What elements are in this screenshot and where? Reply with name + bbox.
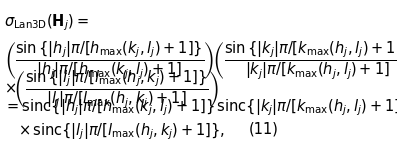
Text: $\times\!\left(\dfrac{\sin\{|l_j|\pi/[l_{\max}(h_j,k_j)+1]\}}{|l_j|\pi/[l_{\max}: $\times\!\left(\dfrac{\sin\{|l_j|\pi/[l_…	[4, 68, 219, 110]
Text: $\times\,\mathrm{sinc}\{|l_j|\pi/[l_{\max}(h_j,k_j)+1]\},$: $\times\,\mathrm{sinc}\{|l_j|\pi/[l_{\ma…	[18, 122, 225, 142]
Text: $= \mathrm{sinc}\{|h_j|\pi/[h_{\max}(k_j,l_j)+1]\}\,\mathrm{sinc}\{|k_j|\pi/[k_{: $= \mathrm{sinc}\{|h_j|\pi/[h_{\max}(k_j…	[4, 98, 397, 118]
Text: (11): (11)	[249, 122, 279, 137]
Text: $\left(\dfrac{\sin\{|h_j|\pi/[h_{\max}(k_j,l_j)+1]\}}{|h_j|\pi/[h_{\max}(k_j,l_j: $\left(\dfrac{\sin\{|h_j|\pi/[h_{\max}(k…	[4, 39, 397, 81]
Text: $\sigma_{\mathrm{Lan3D}}\left(\mathbf{H}_j\right) =$: $\sigma_{\mathrm{Lan3D}}\left(\mathbf{H}…	[4, 12, 89, 33]
